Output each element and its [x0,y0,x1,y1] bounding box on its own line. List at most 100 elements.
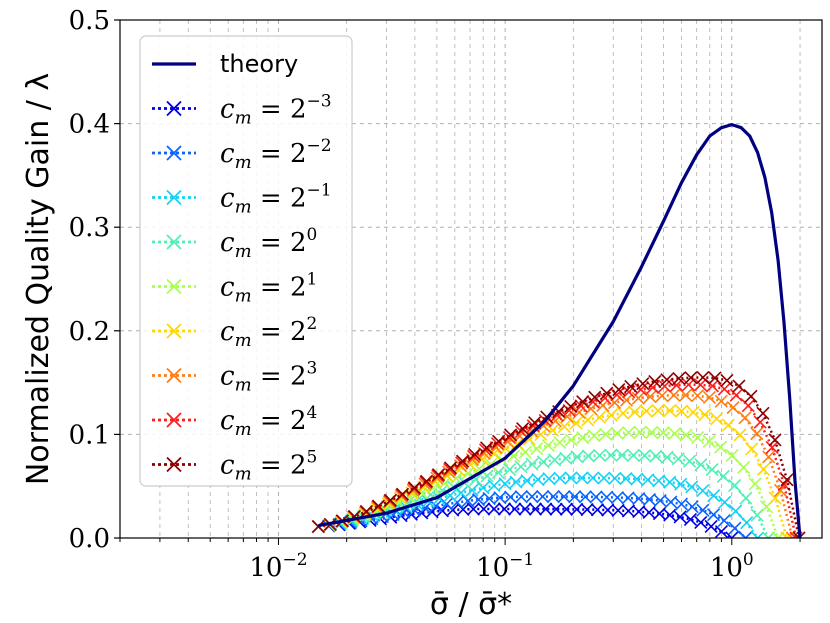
series-marker [383,493,398,507]
legend-marker [166,323,182,339]
series-marker [668,427,682,441]
series-marker [581,449,595,463]
series-marker [546,423,560,437]
series-marker [472,462,486,476]
series-marker [694,515,708,530]
series-marker [536,455,550,469]
legend-label: cm = 25 [220,448,317,485]
series-marker [430,471,444,485]
series-marker [480,441,494,455]
series-marker [580,502,594,517]
y-tick-label: 0.1 [69,420,110,450]
series-marker [674,497,689,511]
series-marker [716,469,730,483]
series-marker [663,508,677,522]
series-c-m-2-1 [311,425,785,538]
series-marker [626,448,640,462]
series-marker [600,490,614,504]
series-marker [683,454,697,468]
series-marker [660,373,674,387]
series-marker [694,458,708,472]
legend-item: cm = 24 [152,403,317,440]
series-marker [553,435,567,450]
legend-item: cm = 2−3 [152,92,332,129]
series-marker [530,442,544,456]
legend-label: cm = 22 [220,314,317,351]
series-marker [708,371,722,385]
series-marker [717,513,731,528]
series-marker [761,531,775,538]
series-marker [504,490,518,504]
series-marker [431,468,446,482]
legend-label: cm = 23 [220,359,317,396]
series-marker [679,428,693,442]
legend-item: cm = 21 [152,270,317,307]
series-marker [737,460,751,475]
series-marker [559,451,573,465]
series-marker [651,404,665,418]
series-marker [477,502,491,516]
y-axis-label: Normalized Quality Gain / λ [21,73,56,485]
legend-box [139,35,353,487]
series-marker [575,471,589,485]
series-marker [729,504,743,518]
series-marker [586,471,600,485]
series-marker [570,450,584,464]
series-marker [696,370,710,384]
legend-marker [166,100,182,117]
series-marker [698,408,712,422]
series-marker [497,502,511,516]
series-marker [542,472,556,486]
series-marker [482,491,496,506]
series-marker [674,477,688,491]
series-marker [487,479,501,493]
legend-item: cm = 22 [152,314,317,351]
series-marker [745,442,759,456]
x-tick-label: 10−2 [249,550,307,583]
series-marker [762,450,776,464]
series-marker [504,428,518,442]
series-marker [553,471,567,485]
series-marker [541,438,555,452]
series-marker [780,473,794,487]
series-line [318,453,770,538]
series-marker [407,481,422,495]
series-marker [726,401,740,415]
series-marker [471,493,486,507]
series-marker [683,512,698,526]
legend-marker [166,412,182,428]
series-marker [721,418,735,432]
series-marker [600,386,614,400]
legend-label: cm = 20 [220,225,317,262]
series-marker [528,502,542,516]
series-marker [792,531,806,538]
series-marker [619,471,633,486]
series-line [318,507,733,538]
series-marker [728,478,742,493]
legend-marker [166,145,182,161]
series-marker [685,480,699,494]
series-marker [725,531,739,538]
series-marker [487,502,501,516]
series-marker [518,502,532,516]
series-marker [509,475,523,489]
series-marker [636,377,650,391]
axis-ticks: 0.0 0.1 0.2 0.3 0.4 0.5 10−2 10−1 100 [69,6,801,583]
series-marker [598,391,612,405]
legend-item: cm = 23 [152,359,317,396]
series-marker [738,411,752,425]
series-marker [616,406,630,420]
series-marker [714,524,729,538]
series-marker [490,437,505,451]
series-marker [714,440,728,454]
series-marker [733,428,747,442]
series-marker [704,519,718,534]
series-marker [476,481,490,495]
series-marker [619,393,634,407]
series-marker [442,465,456,479]
series-marker [536,489,550,504]
series-marker [660,450,674,464]
series-marker [685,500,699,514]
series-marker [576,395,590,409]
series-marker [641,473,655,487]
